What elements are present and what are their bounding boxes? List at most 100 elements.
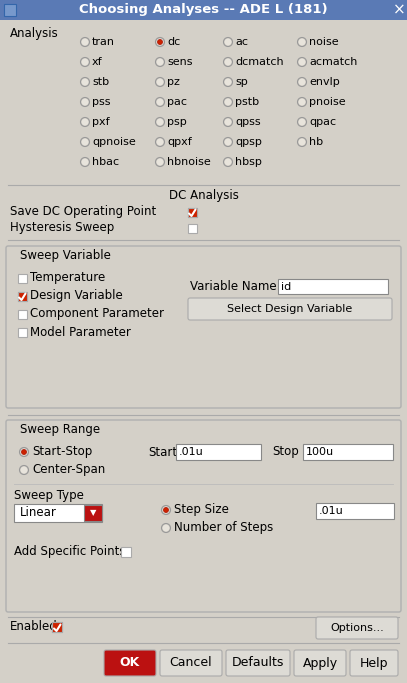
Circle shape [157, 118, 164, 126]
Text: hb: hb [309, 137, 323, 147]
Circle shape [162, 525, 169, 531]
Text: acmatch: acmatch [309, 57, 357, 67]
Text: Start: Start [148, 445, 177, 458]
Text: Start-Stop: Start-Stop [32, 445, 92, 458]
Text: ×: × [393, 3, 405, 18]
Text: OK: OK [120, 656, 140, 669]
Text: Help: Help [360, 656, 388, 669]
Circle shape [164, 507, 168, 512]
Circle shape [223, 38, 232, 46]
Text: noise: noise [309, 37, 339, 47]
FancyBboxPatch shape [278, 279, 388, 294]
Text: .01u: .01u [179, 447, 204, 457]
FancyBboxPatch shape [316, 503, 394, 519]
Circle shape [223, 137, 232, 146]
Text: pstb: pstb [235, 97, 259, 107]
FancyBboxPatch shape [52, 622, 62, 632]
Circle shape [20, 447, 28, 456]
Text: dc: dc [167, 37, 180, 47]
Circle shape [158, 40, 162, 44]
Circle shape [298, 117, 306, 126]
Text: .01u: .01u [319, 506, 344, 516]
Text: pss: pss [92, 97, 110, 107]
Circle shape [298, 98, 306, 105]
Text: Enabled: Enabled [10, 620, 58, 634]
Circle shape [155, 117, 164, 126]
Text: qpss: qpss [235, 117, 260, 127]
Circle shape [157, 59, 164, 66]
Circle shape [20, 449, 28, 456]
Text: qpsp: qpsp [235, 137, 262, 147]
FancyBboxPatch shape [350, 650, 398, 676]
FancyBboxPatch shape [18, 292, 26, 301]
Text: envlp: envlp [309, 77, 340, 87]
Circle shape [162, 505, 171, 514]
Text: qpac: qpac [309, 117, 336, 127]
Circle shape [81, 38, 90, 46]
Circle shape [81, 158, 90, 167]
Circle shape [81, 118, 88, 126]
Circle shape [225, 118, 232, 126]
Circle shape [298, 79, 306, 85]
FancyBboxPatch shape [6, 420, 401, 612]
Text: Defaults: Defaults [232, 656, 284, 669]
FancyBboxPatch shape [121, 547, 131, 557]
Text: Stop: Stop [272, 445, 299, 458]
FancyBboxPatch shape [18, 292, 26, 301]
Circle shape [22, 449, 26, 454]
Text: pz: pz [167, 77, 180, 87]
Circle shape [298, 139, 306, 145]
Text: pac: pac [167, 97, 187, 107]
Text: Analysis: Analysis [10, 27, 59, 40]
FancyBboxPatch shape [6, 246, 401, 408]
Circle shape [298, 38, 306, 46]
Text: Select Design Variable: Select Design Variable [228, 304, 352, 314]
Circle shape [81, 117, 90, 126]
Circle shape [225, 139, 232, 145]
FancyBboxPatch shape [18, 309, 26, 318]
Circle shape [20, 466, 28, 473]
FancyBboxPatch shape [4, 4, 16, 16]
Text: Choosing Analyses -- ADE L (181): Choosing Analyses -- ADE L (181) [79, 3, 328, 16]
Circle shape [298, 98, 306, 107]
FancyBboxPatch shape [104, 650, 156, 676]
FancyBboxPatch shape [188, 208, 197, 217]
FancyBboxPatch shape [294, 650, 346, 676]
FancyBboxPatch shape [52, 622, 62, 632]
Circle shape [81, 77, 90, 87]
Text: Save DC Operating Point: Save DC Operating Point [10, 206, 156, 219]
Text: id: id [281, 281, 291, 292]
Text: sp: sp [235, 77, 248, 87]
Circle shape [81, 38, 88, 46]
Circle shape [155, 38, 164, 46]
FancyBboxPatch shape [18, 328, 26, 337]
FancyBboxPatch shape [84, 505, 102, 521]
Circle shape [155, 57, 164, 66]
FancyBboxPatch shape [303, 444, 393, 460]
FancyBboxPatch shape [188, 208, 197, 217]
Circle shape [162, 523, 171, 533]
Circle shape [298, 118, 306, 126]
Circle shape [157, 139, 164, 145]
Text: tran: tran [92, 37, 115, 47]
Circle shape [81, 139, 88, 145]
Circle shape [298, 57, 306, 66]
Circle shape [81, 59, 88, 66]
Text: stb: stb [92, 77, 109, 87]
Circle shape [20, 466, 28, 475]
Text: 100u: 100u [306, 447, 334, 457]
Circle shape [81, 79, 88, 85]
Circle shape [81, 57, 90, 66]
Circle shape [81, 137, 90, 146]
Text: Apply: Apply [302, 656, 337, 669]
Circle shape [223, 158, 232, 167]
FancyBboxPatch shape [160, 650, 222, 676]
Text: hbnoise: hbnoise [167, 157, 211, 167]
Text: Step Size: Step Size [174, 503, 229, 516]
Circle shape [298, 38, 306, 46]
Circle shape [223, 77, 232, 87]
Circle shape [157, 38, 164, 46]
Text: hbac: hbac [92, 157, 119, 167]
Text: Sweep Type: Sweep Type [14, 490, 84, 503]
Text: pnoise: pnoise [309, 97, 346, 107]
